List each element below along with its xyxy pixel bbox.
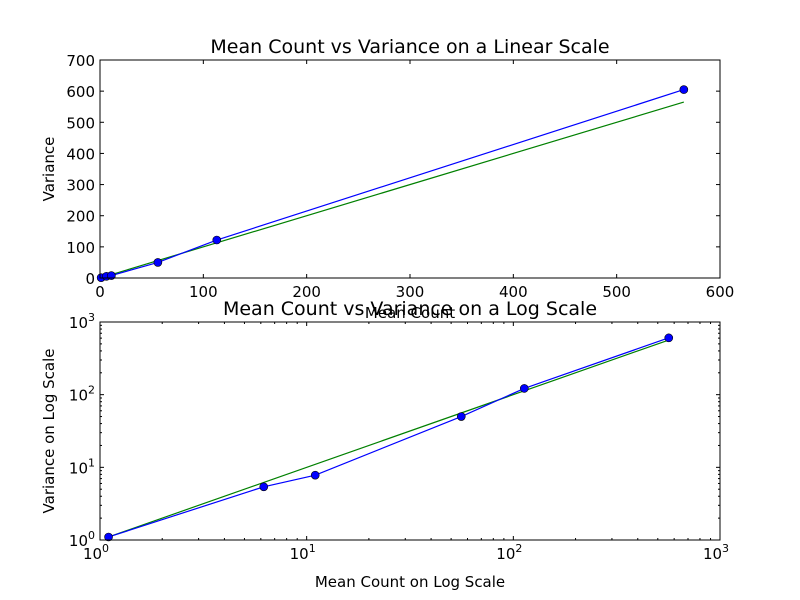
linear-chart-title: Mean Count vs Variance on a Linear Scale — [210, 36, 609, 58]
log-plot-area — [108, 337, 669, 538]
linear-series-0-point — [212, 235, 222, 245]
linear-y-tick-label: 500 — [66, 114, 95, 132]
log-plot-frame — [99, 321, 721, 541]
linear-chart-y-label: Variance — [40, 137, 58, 202]
linear-y-tick-label: 300 — [66, 177, 95, 195]
log-x-tick-label: 100 — [83, 542, 109, 563]
linear-y-tick-label: 700 — [66, 52, 95, 70]
log-chart-ticks: 100 101 102 103 100 101 102 103 — [69, 311, 729, 563]
log-y-tick-label: 101 — [69, 456, 95, 477]
linear-scale-chart: 0 100 200 300 400 500 600 0 100 200 300 400 500 600 70… — [40, 36, 734, 322]
log-series-0-point — [104, 532, 113, 542]
log-x-tick-label: 103 — [703, 542, 729, 563]
linear-chart-x-label: Mean Count — [365, 304, 455, 322]
log-series-0-point — [664, 333, 674, 343]
linear-x-tick-label: 600 — [706, 283, 735, 301]
log-x-tick-label: 102 — [496, 542, 522, 563]
linear-x-tick-label: 100 — [189, 283, 218, 301]
linear-x-tick-label: 200 — [292, 283, 321, 301]
log-chart-x-label: Mean Count on Log Scale — [315, 573, 505, 591]
log-series-0-point — [259, 482, 269, 492]
linear-x-tick-label: 300 — [396, 283, 425, 301]
log-series-0-point — [519, 384, 529, 393]
linear-y-tick-label: 100 — [66, 239, 95, 257]
log-series-1-line — [108, 339, 669, 538]
linear-y-tick-label: 400 — [66, 145, 95, 163]
log-series-0-line — [108, 337, 669, 538]
linear-y-tick-label: 0 — [85, 270, 95, 288]
log-y-tick-label: 103 — [69, 311, 95, 332]
log-y-tick-label: 100 — [69, 529, 95, 550]
linear-x-tick-label: 400 — [499, 283, 528, 301]
linear-chart-ticks: 0 100 200 300 400 500 600 0 100 200 300 400 500 600 70… — [66, 52, 734, 301]
linear-y-tick-label: 600 — [66, 83, 95, 101]
log-chart-y-label: Variance on Log Scale — [40, 349, 58, 514]
linear-series-0-point — [679, 85, 689, 94]
linear-series-0-point — [153, 258, 163, 267]
log-chart-title: Mean Count vs Variance on a Log Scale — [223, 298, 597, 320]
linear-x-tick-label: 0 — [95, 283, 105, 301]
log-chart-marks — [104, 333, 674, 542]
log-series-0-point — [310, 470, 320, 480]
log-y-tick-label: 102 — [69, 384, 95, 405]
log-scale-chart: 100 101 102 103 100 101 102 103 Mean Count vs V… — [40, 298, 729, 591]
linear-series-1-line — [100, 101, 685, 278]
log-series-0-point — [456, 412, 466, 421]
linear-y-tick-label: 200 — [66, 208, 95, 226]
linear-x-tick-label: 500 — [602, 283, 631, 301]
log-x-tick-label: 101 — [290, 542, 316, 563]
